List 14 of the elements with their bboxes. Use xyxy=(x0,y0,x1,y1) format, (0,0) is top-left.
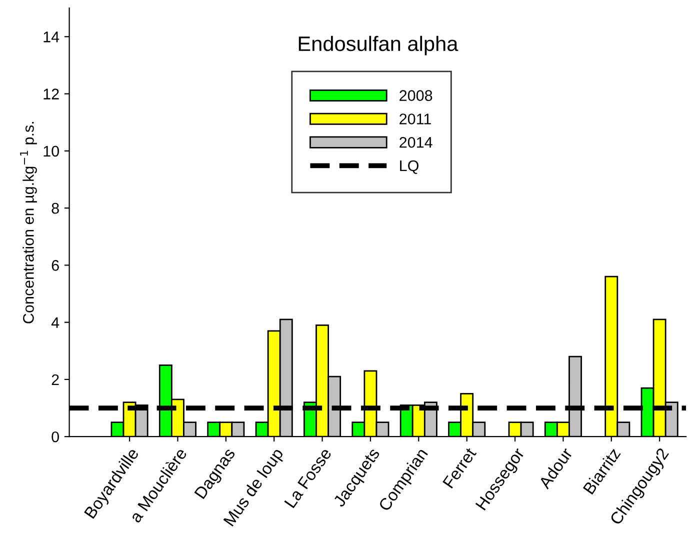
y-tick-label: 4 xyxy=(51,317,60,328)
y-tick-label: 10 xyxy=(44,146,59,157)
y-tick-label: 2 xyxy=(52,374,59,385)
y-tick-label: 14 xyxy=(44,32,60,42)
y-axis-title: Concentration en µg.kg$^{−1}$ p.s. xyxy=(20,122,37,324)
legend-label: 2008 xyxy=(400,90,432,101)
text: Endosulfan alpha xyxy=(298,36,458,56)
y-tick-label: 6 xyxy=(52,260,59,271)
y-tick-label: 0 xyxy=(52,431,59,442)
legend-label: 2011 xyxy=(400,114,431,124)
legend-label: LQ xyxy=(400,160,418,174)
y-tick-label: 8 xyxy=(52,202,59,214)
y-tick-label: 12 xyxy=(44,88,59,100)
legend-label: 2014 xyxy=(400,136,432,148)
